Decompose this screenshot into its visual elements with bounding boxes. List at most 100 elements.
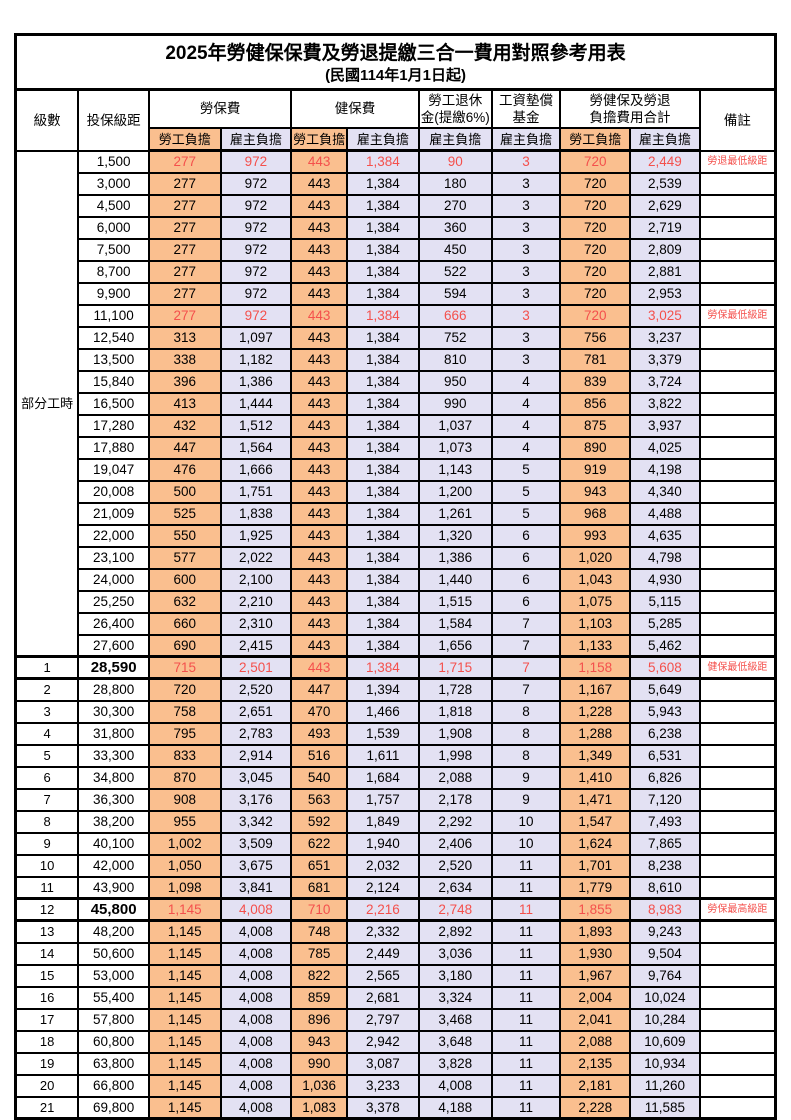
value-cell: 993: [559, 523, 632, 548]
value-cell: 822: [290, 963, 349, 988]
value-cell: 11: [490, 1095, 562, 1120]
bracket-cell: 30,300: [77, 699, 150, 724]
value-cell: 11: [490, 1051, 562, 1076]
note-cell: [698, 853, 777, 878]
value-cell: 443: [290, 545, 349, 570]
value-cell: 1,145: [147, 1007, 222, 1032]
value-cell: 11: [490, 853, 562, 878]
value-cell: 4,008: [219, 1095, 293, 1120]
value-cell: 3,828: [417, 1051, 493, 1076]
table-row: 17,280 432 1,512 443 1,384 1,037 4 875 3,937: [16, 413, 777, 438]
value-cell: 968: [559, 501, 632, 526]
level-cell: 7: [14, 787, 80, 812]
bracket-cell: 36,300: [77, 787, 150, 812]
bracket-cell: 48,200: [77, 919, 150, 944]
level-cell: 4: [14, 721, 80, 746]
value-cell: 2,178: [417, 787, 493, 812]
value-cell: 972: [219, 281, 293, 306]
value-cell: 11: [490, 1007, 562, 1032]
note-cell: [698, 919, 777, 944]
value-cell: 4,488: [629, 501, 701, 526]
bracket-cell: 50,600: [77, 941, 150, 966]
value-cell: 1,893: [559, 919, 632, 944]
note-cell: [698, 413, 777, 438]
level-cell: 20: [14, 1073, 80, 1098]
value-cell: 6,826: [629, 765, 701, 790]
bracket-cell: 3,000: [77, 171, 150, 196]
value-cell: 2,651: [219, 699, 293, 724]
value-cell: 522: [417, 259, 493, 284]
value-cell: 432: [147, 413, 222, 438]
value-cell: 1,320: [417, 523, 493, 548]
value-cell: 748: [290, 919, 349, 944]
value-cell: 1,466: [346, 699, 420, 724]
note-cell: [698, 369, 777, 394]
value-cell: 1,384: [346, 281, 420, 306]
value-cell: 277: [147, 259, 222, 284]
table-row: 7 36,300 908 3,176 563 1,757 2,178 9 1,471 7,120: [14, 787, 777, 812]
value-cell: 277: [147, 149, 222, 174]
table-row: 6 34,800 870 3,045 540 1,684 2,088 9 1,410 6,826: [14, 765, 777, 790]
bracket-cell: 40,100: [77, 831, 150, 856]
level-cell: 18: [14, 1029, 80, 1054]
value-cell: 2,449: [629, 149, 701, 174]
value-cell: 1,103: [559, 611, 632, 636]
value-cell: 338: [147, 347, 222, 372]
value-cell: 4,008: [219, 1073, 293, 1098]
value-cell: 7: [490, 611, 562, 636]
value-cell: 4,008: [219, 897, 293, 922]
subheader-pension-employer: 雇主負擔: [417, 127, 493, 152]
value-cell: 1,145: [147, 941, 222, 966]
value-cell: 1,036: [290, 1073, 349, 1098]
value-cell: 890: [559, 435, 632, 460]
value-cell: 3,233: [346, 1073, 420, 1098]
value-cell: 360: [417, 215, 493, 240]
level-cell: 21: [14, 1095, 80, 1120]
value-cell: 2,181: [559, 1073, 632, 1098]
value-cell: 3,937: [629, 413, 701, 438]
note-cell: [698, 809, 777, 834]
subheader-total-employee: 勞工負擔: [559, 127, 632, 152]
value-cell: 2,124: [346, 875, 420, 900]
value-cell: 2,100: [219, 567, 293, 592]
value-cell: 470: [290, 699, 349, 724]
value-cell: 277: [147, 281, 222, 306]
table-row: 27,600 690 2,415 443 1,384 1,656 7 1,133 5,462: [16, 633, 777, 658]
bracket-cell: 20,008: [77, 479, 150, 504]
value-cell: 2,022: [219, 545, 293, 570]
bracket-cell: 6,000: [77, 215, 150, 240]
value-cell: 2,783: [219, 721, 293, 746]
value-cell: 90: [417, 149, 493, 174]
value-cell: 1,386: [417, 545, 493, 570]
table-row: 11,100 277 972 443 1,384 666 3 720 3,025 勞保最低級距: [16, 303, 777, 328]
value-cell: 795: [147, 721, 222, 746]
value-cell: 3: [490, 193, 562, 218]
value-cell: 6,531: [629, 743, 701, 768]
table-row: 18 60,800 1,145 4,008 943 2,942 3,648 11 2,088 10…: [14, 1029, 777, 1054]
level-cell: 9: [14, 831, 80, 856]
bracket-cell: 42,000: [77, 853, 150, 878]
table-row: 19,047 476 1,666 443 1,384 1,143 5 919 4,198: [16, 457, 777, 482]
page-title: 2025年勞健保保費及勞退提繳三合一費用對照參考用表: [165, 42, 626, 64]
value-cell: 1,384: [346, 435, 420, 460]
value-cell: 1,908: [417, 721, 493, 746]
col-header-health-insurance: 健保費: [290, 88, 420, 129]
value-cell: 666: [417, 303, 493, 328]
value-cell: 785: [290, 941, 349, 966]
value-cell: 1,167: [559, 677, 632, 702]
value-cell: 1,228: [559, 699, 632, 724]
note-cell: [698, 325, 777, 350]
value-cell: 2,539: [629, 171, 701, 196]
value-cell: 1,384: [346, 545, 420, 570]
table-row: 17,880 447 1,564 443 1,384 1,073 4 890 4,025: [16, 435, 777, 460]
value-cell: 443: [290, 611, 349, 636]
subheader-health-employer: 雇主負擔: [346, 127, 420, 152]
bracket-cell: 66,800: [77, 1073, 150, 1098]
value-cell: 1,440: [417, 567, 493, 592]
table-row: 12,540 313 1,097 443 1,384 752 3 756 3,237: [16, 325, 777, 350]
note-cell: [698, 941, 777, 966]
value-cell: 3,822: [629, 391, 701, 416]
value-cell: 1,158: [559, 655, 632, 680]
bracket-cell: 63,800: [77, 1051, 150, 1076]
